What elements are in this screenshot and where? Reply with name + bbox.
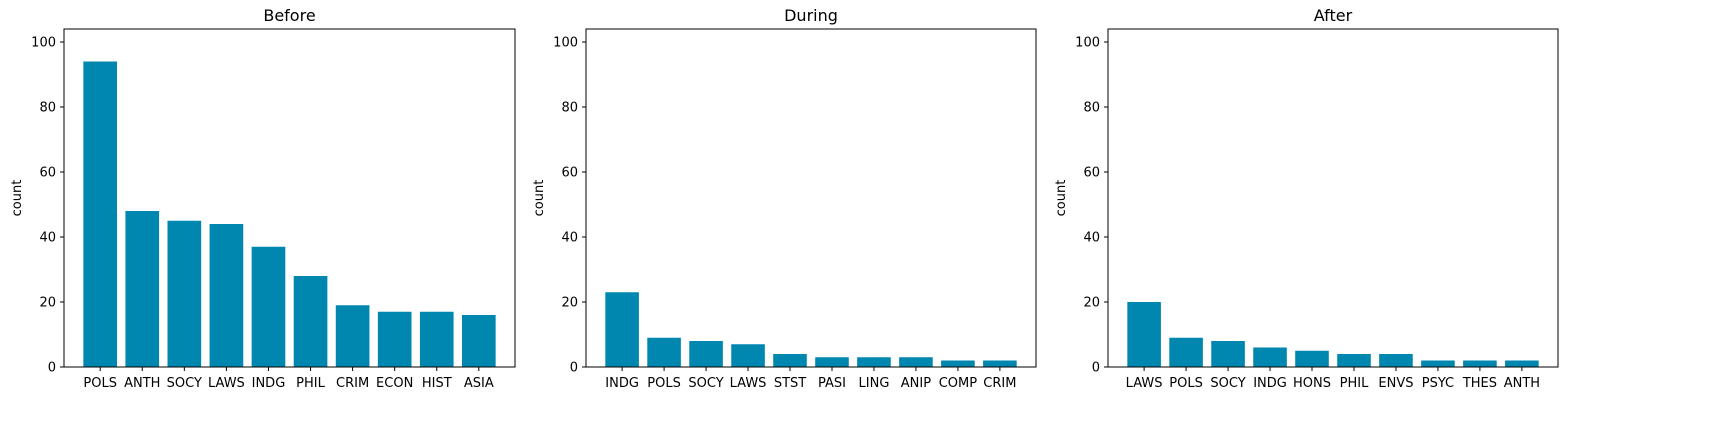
x-tick-label: ASIA	[464, 376, 494, 391]
x-tick-label: POLS	[83, 376, 117, 391]
x-tick-label: ECON	[376, 376, 413, 391]
x-tick-label: POLS	[1169, 376, 1203, 391]
bar-hons	[1295, 350, 1329, 367]
y-tick-label: 60	[1083, 166, 1100, 181]
x-tick-label: INDG	[1253, 376, 1287, 391]
bar-hist	[419, 311, 454, 367]
bar-pols	[1169, 337, 1203, 367]
x-tick-label: HIST	[422, 376, 452, 391]
y-tick-label: 100	[553, 36, 578, 51]
bar-anip	[899, 357, 933, 367]
x-tick-label: PHIL	[1340, 376, 1369, 391]
x-tick-label: SOCY	[1210, 376, 1245, 391]
bar-indg	[251, 246, 286, 367]
y-tick-label: 60	[561, 166, 578, 181]
x-tick-label: COMP	[939, 376, 978, 391]
y-tick-label: 100	[1075, 36, 1100, 51]
axes-frame	[63, 28, 516, 368]
x-tick-label: POLS	[647, 376, 681, 391]
x-tick-label: INDG	[252, 376, 286, 391]
y-tick-label: 60	[39, 166, 56, 181]
x-tick-label: LING	[859, 376, 890, 391]
bar-laws	[209, 224, 244, 367]
bar-laws	[1127, 302, 1161, 367]
axes-frame	[1107, 28, 1559, 368]
x-tick-label: PSYC	[1422, 376, 1454, 391]
chart-title: During	[784, 6, 838, 25]
bar-anth	[125, 211, 160, 367]
x-tick-label: SOCY	[688, 376, 723, 391]
bar-crim	[335, 305, 370, 367]
y-tick-label: 0	[1092, 361, 1100, 376]
y-tick-label: 40	[39, 231, 56, 246]
y-tick-label: 80	[1083, 101, 1100, 116]
y-axis-label: count	[1054, 180, 1069, 217]
x-tick-label: LAWS	[1126, 376, 1163, 391]
y-axis-label: count	[532, 180, 547, 217]
x-tick-label: CRIM	[983, 376, 1016, 391]
bar-anth	[1505, 360, 1539, 367]
x-tick-label: INDG	[605, 376, 639, 391]
x-tick-label: LAWS	[730, 376, 767, 391]
y-tick-label: 80	[39, 101, 56, 116]
bar-asia	[461, 315, 496, 367]
bar-comp	[941, 360, 975, 367]
bar-socy	[1211, 341, 1245, 367]
x-tick-label: PASI	[818, 376, 846, 391]
bar-envs	[1379, 354, 1413, 367]
y-tick-label: 40	[561, 231, 578, 246]
subplot-after: LAWS POLS SOCY INDG HONS PHIL ENVS PSYC THES ANTH…	[1054, 6, 1559, 391]
bar-econ	[377, 311, 412, 367]
x-tick-label: ANTH	[1504, 376, 1540, 391]
y-tick-label: 100	[31, 36, 56, 51]
chart-title: After	[1314, 6, 1353, 25]
x-tick-label: ANIP	[901, 376, 931, 391]
y-tick-label: 20	[39, 296, 56, 311]
y-tick-label: 0	[570, 361, 578, 376]
y-tick-label: 80	[561, 101, 578, 116]
axes-frame	[585, 28, 1037, 368]
bar-thes	[1463, 360, 1497, 367]
chart-title: Before	[263, 6, 315, 25]
x-tick-label: THES	[1462, 376, 1497, 391]
x-tick-label: HONS	[1293, 376, 1331, 391]
bar-phil	[293, 276, 328, 367]
subplot-before: POLS ANTH SOCY LAWS INDG PHIL CRIM ECON HIST ASIA…	[10, 6, 516, 391]
x-tick-label: SOCY	[167, 376, 202, 391]
bar-laws	[731, 344, 765, 367]
bar-pols	[647, 337, 681, 367]
subplot-during: INDG POLS SOCY LAWS STST PASI LING ANIP COMP CRIM…	[532, 6, 1037, 391]
bar-indg	[605, 292, 639, 367]
y-tick-label: 20	[561, 296, 578, 311]
bar-crim	[983, 360, 1017, 367]
y-tick-label: 40	[1083, 231, 1100, 246]
bar-stst	[773, 354, 807, 367]
x-tick-label: ANTH	[124, 376, 160, 391]
x-tick-label: STST	[774, 376, 806, 391]
x-tick-label: ENVS	[1378, 376, 1413, 391]
y-tick-label: 20	[1083, 296, 1100, 311]
bar-psyc	[1421, 360, 1455, 367]
x-tick-label: PHIL	[296, 376, 325, 391]
bar-pols	[83, 61, 118, 367]
bar-socy	[689, 341, 723, 367]
bar-ling	[857, 357, 891, 367]
bar-phil	[1337, 354, 1371, 367]
x-tick-label: CRIM	[336, 376, 369, 391]
bar-indg	[1253, 347, 1287, 367]
bar-pasi	[815, 357, 849, 367]
y-axis-label: count	[10, 180, 25, 217]
bar-socy	[167, 220, 202, 367]
y-tick-label: 0	[48, 361, 56, 376]
x-tick-label: LAWS	[208, 376, 245, 391]
